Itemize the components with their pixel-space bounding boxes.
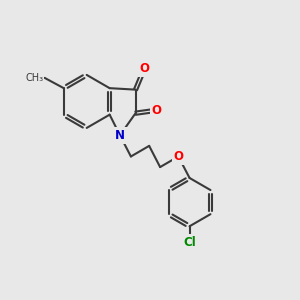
Text: O: O: [173, 150, 183, 163]
Text: O: O: [152, 104, 162, 117]
Text: CH₃: CH₃: [25, 73, 43, 83]
Text: N: N: [115, 129, 125, 142]
Text: O: O: [140, 62, 149, 75]
Text: Cl: Cl: [183, 236, 196, 249]
